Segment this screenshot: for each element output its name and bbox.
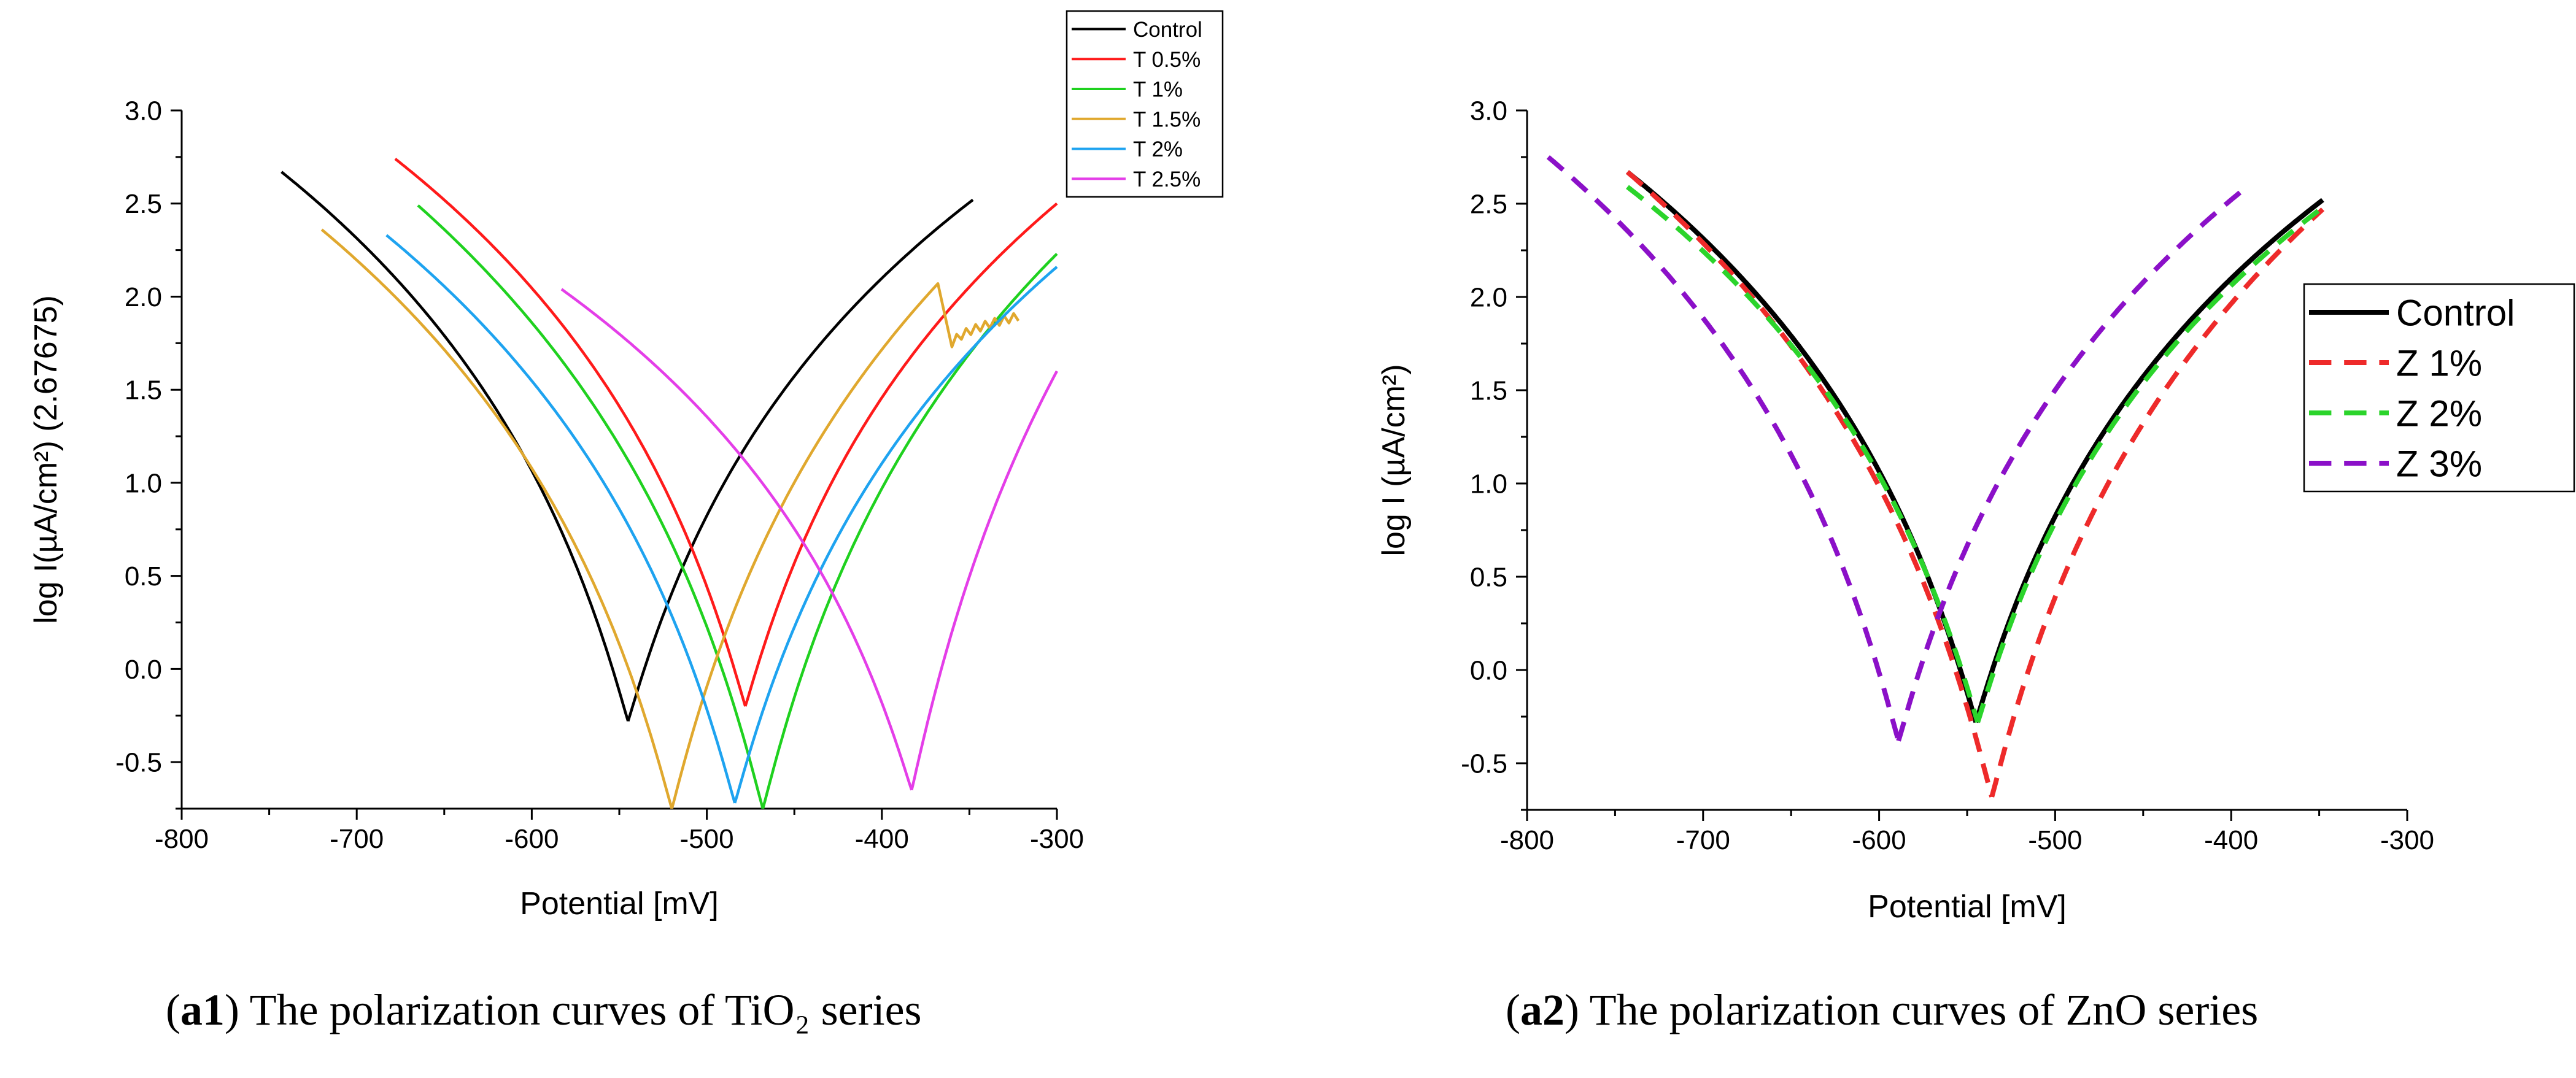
series-control-anodic-line [1973, 198, 2324, 723]
y-axis-label: log I (µA/cm²) [1376, 364, 1412, 556]
x-tick-label: -500 [2028, 825, 2082, 855]
legend: Control Z 1% Z 2% Z 3% [2303, 283, 2575, 493]
caption-a1-label: a1 [180, 985, 225, 1034]
series-z-3-cathodic-line [1546, 155, 1901, 742]
y-tick-label: 1.0 [1470, 469, 1507, 499]
x-tick-label: -300 [1030, 824, 1084, 854]
y-tick-label: 1.5 [125, 375, 162, 406]
y-tick-label: 1.0 [125, 468, 162, 498]
chart-a2: -0.5 0.0 0.5 1.0 1.5 2.0 2.5 3.0 -800 -700 -600 -50… [1376, 96, 2575, 925]
series-t-2-5-cathodic-line [560, 288, 913, 791]
series-z-2-anodic-line [1975, 205, 2324, 723]
legend-label-t-2: T 2% [1133, 137, 1183, 161]
y-tick-label: 0.5 [1470, 562, 1507, 592]
caption-a2: (a2) The polarization curves of ZnO seri… [1506, 985, 2259, 1034]
x-axis-label: Potential [mV] [1868, 889, 2067, 925]
y-tick-label: 2.5 [125, 189, 162, 219]
series-control [1625, 170, 2324, 723]
chart-panel-a1: -0.5 0.0 0.5 1.0 1.5 2.0 2.5 3.0 -800 -700 -600 -50… [28, 10, 1224, 1034]
chart-a1: -0.5 0.0 0.5 1.0 1.5 2.0 2.5 3.0 -800 -700 -600 -50… [28, 10, 1224, 922]
series-t-1-5-cathodic-line [320, 228, 673, 809]
legend-label-control: Control [1133, 18, 1202, 42]
series-t-0-5-cathodic-line [394, 158, 747, 707]
x-tick-label: -500 [680, 824, 734, 854]
y-tick-label: 1.5 [1470, 375, 1507, 406]
series-t-1-5-anodic-line [670, 282, 1020, 809]
series-control [280, 171, 974, 722]
legend-label-t-2-5: T 2.5% [1133, 167, 1201, 191]
y-tick-label: 3.0 [1470, 96, 1507, 126]
series-z-3-anodic-line [1896, 190, 2242, 742]
x-tick-label: -700 [1676, 825, 1730, 855]
legend-box [2303, 283, 2575, 493]
caption-a2-label: a2 [1520, 985, 1565, 1034]
series-t-1-5 [320, 228, 1020, 809]
legend-box [1066, 10, 1224, 198]
y-tick-label: 2.0 [125, 282, 162, 312]
y-tick-label: -0.5 [1461, 749, 1507, 779]
legend-label-z-3: Z 3% [2396, 444, 2482, 485]
y-axis-label: log I(µA/cm²) (2.67675) [28, 295, 64, 624]
caption-a1: (a1) The polarization curves of TiO₂ ser… [166, 985, 922, 1034]
legend: Control T 0.5% T 1% T 1.5% T 2% T 2.5% [1066, 10, 1224, 198]
x-axis-label: Potential [mV] [520, 886, 719, 922]
x-tick-label: -800 [1500, 825, 1554, 855]
series-t-2-anodic-line [733, 266, 1058, 804]
series-control-cathodic-line [1625, 170, 1979, 723]
series-t-0-5-anodic-line [744, 202, 1058, 707]
series-z-1-cathodic-line [1625, 170, 1995, 798]
y-tick-label: 2.5 [1470, 189, 1507, 219]
caption-a2-text: The polarization curves of ZnO series [1589, 985, 2259, 1034]
series-t-1 [417, 204, 1058, 809]
x-tick-label: -300 [2380, 825, 2434, 855]
y-tick-label: 0.0 [125, 655, 162, 685]
series-control-anodic-line [627, 198, 974, 722]
legend-label-z-1: Z 1% [2396, 343, 2482, 384]
x-tick-label: -400 [2204, 825, 2258, 855]
legend-label-control: Control [2396, 293, 2515, 334]
legend-label-t-0-5: T 0.5% [1133, 48, 1201, 72]
y-tick-label: 3.0 [125, 96, 162, 126]
series-z-2 [1626, 185, 2324, 723]
series-control-cathodic-line [280, 171, 630, 722]
caption-a1-text: The polarization curves of TiO₂ series [249, 985, 922, 1034]
series-t-2-cathodic-line [385, 234, 737, 804]
x-tick-label: -800 [155, 824, 209, 854]
chart-panel-a2: -0.5 0.0 0.5 1.0 1.5 2.0 2.5 3.0 -800 -700 -600 -50… [1288, 0, 2576, 1078]
y-tick-label: 2.0 [1470, 282, 1507, 312]
series-t-1-anodic-line [761, 253, 1058, 809]
x-tick-label: -600 [505, 824, 559, 854]
series-t-0-5 [394, 158, 1058, 707]
series-t-2-5-anodic-line [910, 370, 1058, 791]
legend-label-z-2: Z 2% [2396, 393, 2482, 434]
y-tick-label: 0.0 [1470, 655, 1507, 685]
x-tick-label: -700 [330, 824, 384, 854]
legend-label-t-1: T 1% [1133, 78, 1183, 102]
series-t-1-cathodic-line [417, 204, 765, 809]
legend-label-t-1-5: T 1.5% [1133, 107, 1201, 131]
x-tick-label: -400 [855, 824, 909, 854]
series-z-2-cathodic-line [1626, 185, 1981, 723]
series-t-2 [385, 234, 1058, 804]
series-t-2-5 [560, 288, 1058, 791]
series-z-3 [1546, 155, 2242, 742]
y-tick-label: 0.5 [125, 561, 162, 591]
x-tick-label: -600 [1852, 825, 1906, 855]
y-tick-label: -0.5 [115, 748, 162, 778]
series-z-1-anodic-line [1989, 207, 2325, 798]
